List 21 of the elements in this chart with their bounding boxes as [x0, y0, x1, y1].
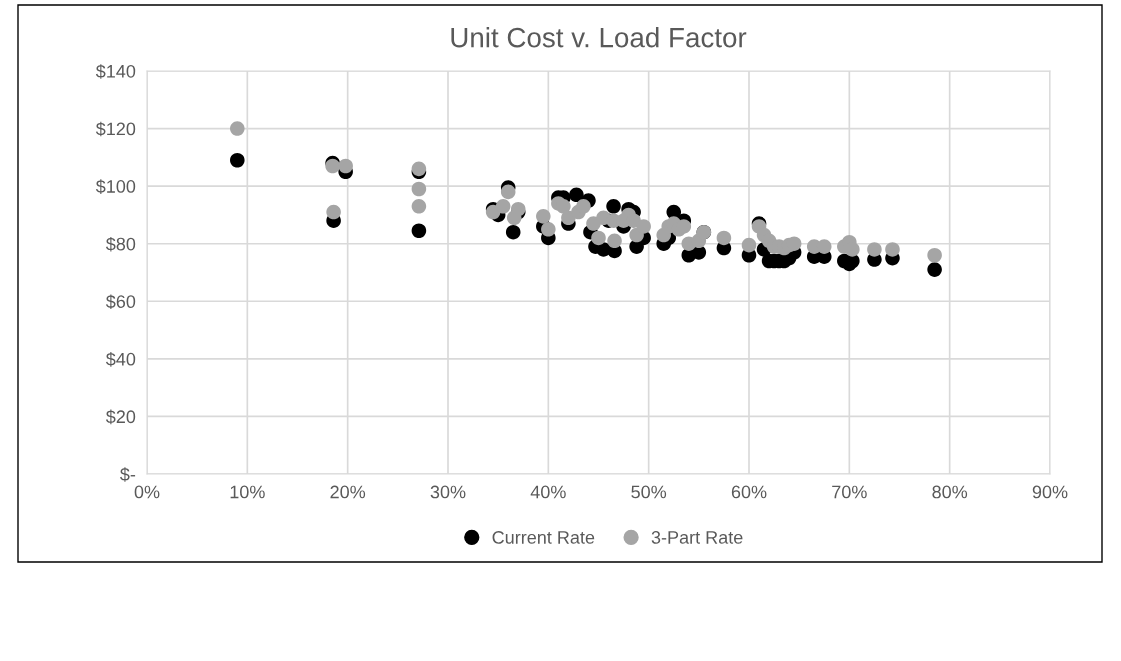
x-tick-label: 20%	[330, 485, 366, 499]
x-tick-label: 50%	[631, 485, 667, 499]
x-tick-label: 60%	[731, 485, 767, 499]
y-tick-label: $100	[95, 179, 136, 194]
legend-label: Current Rate	[492, 531, 595, 544]
y-tick-label: $80	[105, 236, 136, 252]
y-tick-label: $120	[95, 121, 136, 137]
x-tick-label: 30%	[430, 485, 466, 499]
x-tick-label: 0%	[134, 485, 160, 499]
x-tick-label: 70%	[832, 485, 867, 499]
x-tick-label: 40%	[530, 485, 566, 499]
y-tick-label: $40	[105, 352, 136, 367]
chart-title: Unit Cost v. Load Factor	[451, 27, 747, 48]
y-tick-label: $140	[95, 64, 136, 79]
x-tick-label: 80%	[932, 485, 968, 499]
legend-label: 3-Part Rate	[651, 531, 743, 544]
x-tick-label: 90%	[1032, 485, 1068, 499]
y-tick-label: $20	[105, 409, 136, 425]
y-tick-label: $60	[105, 294, 136, 310]
x-tick-label: 10%	[230, 485, 265, 499]
y-tick-label: $-	[120, 467, 136, 482]
